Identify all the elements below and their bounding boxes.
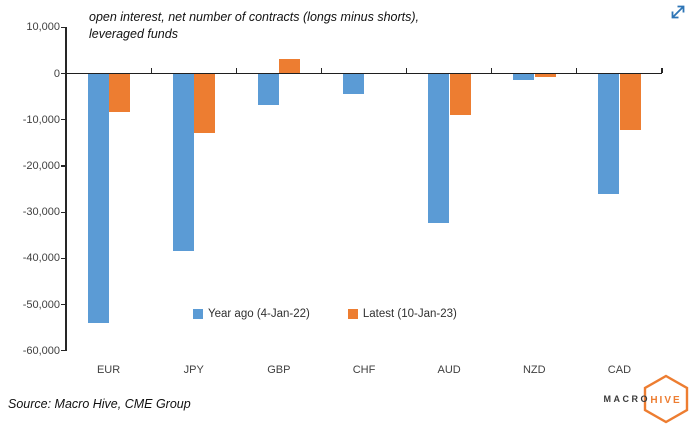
bar-year-ago-CHF: [343, 73, 364, 95]
bar-latest-AUD: [449, 73, 471, 115]
y-axis-tick-mark: [61, 26, 66, 28]
y-axis-tick-label: -40,000: [22, 252, 60, 265]
x-axis-tick-mark: [65, 68, 67, 73]
x-axis-tick-mark: [405, 68, 408, 73]
category-label-GBP: GBP: [267, 364, 291, 376]
legend-swatch-icon: [347, 309, 358, 319]
y-axis-tick-label: -50,000: [22, 298, 60, 311]
legend-swatch-icon: [193, 309, 203, 319]
category-label-CAD: CAD: [607, 364, 632, 376]
category-label-JPY: JPY: [183, 364, 204, 376]
x-axis-zero-line: [66, 72, 662, 75]
logo-hexagon-icon: HIVE: [643, 374, 689, 424]
y-axis-tick-mark: [61, 211, 66, 213]
bar-latest-CAD: [619, 73, 641, 131]
category-label-EUR: EUR: [96, 364, 121, 376]
bar-latest-GBP: [279, 58, 301, 74]
y-axis-tick-label: -30,000: [22, 206, 60, 219]
x-axis-tick-mark: [576, 68, 578, 73]
legend-item-year-ago[interactable]: Year ago (4-Jan-22): [193, 308, 310, 320]
y-axis-tick-label: -10,000: [22, 113, 60, 126]
chart-title: open interest, net number of contracts (…: [89, 10, 420, 41]
y-axis-tick-mark: [61, 304, 66, 306]
category-label-AUD: AUD: [437, 364, 461, 376]
bar-year-ago-EUR: [87, 73, 109, 323]
bar-year-ago-NZD: [513, 73, 535, 80]
legend-item-latest[interactable]: Latest (10-Jan-23): [347, 308, 457, 320]
y-axis-tick-label: -60,000: [22, 344, 60, 357]
y-axis-tick-label: -20,000: [22, 159, 60, 172]
x-axis-tick-mark: [320, 68, 323, 73]
x-axis-tick-mark: [661, 68, 663, 73]
y-axis-tick-mark: [61, 257, 66, 259]
bar-latest-JPY: [194, 73, 216, 133]
x-axis-tick-mark: [150, 68, 152, 73]
y-axis-tick-mark: [61, 165, 66, 167]
category-label-NZD: NZD: [522, 364, 546, 376]
y-axis-tick-mark: [61, 119, 66, 121]
macro-hive-logo: MACRO HIVE: [604, 374, 691, 424]
chart-legend: Year ago (4-Jan-22) Latest (10-Jan-23): [193, 308, 457, 320]
bar-latest-EUR: [109, 73, 131, 113]
legend-label: Latest (10-Jan-23): [362, 308, 457, 320]
y-axis-tick-mark: [61, 350, 66, 352]
y-axis-line: [65, 27, 67, 351]
logo-hive-text: HIVE: [650, 395, 681, 406]
y-axis-tick-mark: [61, 73, 66, 75]
x-axis-tick-mark: [491, 68, 493, 73]
bar-year-ago-AUD: [428, 73, 450, 223]
bar-latest-NZD: [534, 73, 556, 78]
x-axis-tick-mark: [235, 68, 237, 73]
y-axis-tick-label: 10,000: [26, 21, 60, 34]
legend-label: Year ago (4-Jan-22): [208, 308, 310, 320]
category-label-CHF: CHF: [352, 364, 376, 376]
bar-year-ago-JPY: [172, 73, 194, 251]
expand-icon[interactable]: [668, 2, 688, 22]
source-note: Source: Macro Hive, CME Group: [8, 397, 191, 411]
bar-year-ago-GBP: [257, 73, 279, 105]
logo-macro-text: MACRO: [603, 394, 650, 404]
y-axis-tick-label: 0: [53, 67, 60, 80]
bar-year-ago-CAD: [598, 73, 620, 194]
